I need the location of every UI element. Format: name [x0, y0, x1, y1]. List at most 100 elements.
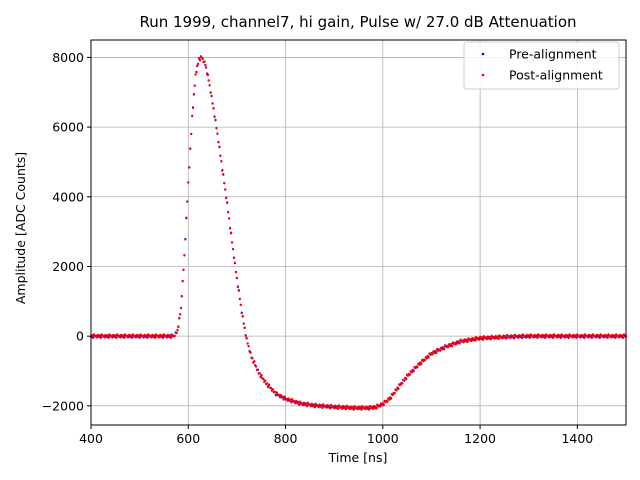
data-point [443, 344, 447, 347]
data-point [492, 335, 495, 339]
data-point [187, 181, 190, 184]
data-point [465, 338, 468, 341]
data-point [332, 405, 335, 408]
data-point [95, 336, 98, 339]
data-point [358, 407, 361, 410]
data-point [293, 400, 296, 403]
data-point [305, 405, 309, 408]
data-point [586, 336, 590, 339]
legend-marker-post-alignment [481, 73, 485, 77]
data-point [153, 334, 156, 337]
data-point [179, 306, 183, 309]
data-point [169, 336, 172, 340]
y-tick-label: 8000 [52, 50, 84, 65]
data-point [503, 336, 506, 339]
data-point [251, 357, 254, 360]
data-point [584, 333, 587, 336]
data-point [141, 334, 144, 337]
data-point [545, 333, 548, 336]
data-point [520, 337, 524, 340]
data-point [603, 333, 606, 336]
data-point [297, 400, 300, 403]
data-point [542, 335, 545, 339]
data-point [620, 335, 623, 339]
data-point [583, 336, 586, 340]
data-point [406, 374, 410, 377]
data-point [393, 392, 396, 395]
data-point [300, 402, 304, 405]
data-point [115, 336, 118, 340]
data-point [194, 73, 197, 76]
data-point [446, 346, 450, 349]
data-point [606, 336, 609, 340]
data-point [506, 333, 509, 337]
data-point [442, 346, 445, 349]
data-point [558, 334, 561, 337]
data-point [470, 339, 473, 343]
data-point [176, 328, 179, 332]
data-point [206, 73, 209, 76]
data-point [295, 399, 298, 402]
data-point [367, 405, 370, 409]
data-point [191, 106, 195, 110]
data-point [147, 333, 150, 336]
data-point [223, 182, 226, 185]
data-point [559, 336, 562, 340]
data-point [490, 334, 493, 337]
data-point [524, 336, 527, 339]
data-point [177, 325, 180, 329]
data-point [575, 336, 578, 340]
data-point [264, 379, 267, 382]
data-point [395, 389, 398, 392]
data-point [165, 336, 168, 339]
data-point [217, 141, 220, 144]
data-point [587, 333, 591, 336]
data-point [201, 57, 204, 60]
data-point [104, 333, 107, 336]
data-point [368, 408, 371, 411]
data-point [220, 159, 223, 163]
data-point [350, 407, 353, 410]
data-point [328, 404, 331, 407]
data-point [228, 217, 231, 220]
data-point [274, 394, 277, 397]
data-point [278, 395, 281, 399]
data-point [615, 333, 618, 336]
data-point [511, 336, 514, 339]
data-point [99, 336, 102, 340]
series-post-alignment [89, 55, 628, 411]
data-point [436, 347, 439, 351]
data-point [439, 349, 442, 352]
data-point [102, 334, 105, 337]
data-point [528, 336, 531, 340]
data-point [342, 407, 346, 410]
data-point [184, 238, 187, 241]
data-point [467, 337, 470, 340]
data-point [341, 404, 345, 408]
data-point [279, 393, 282, 397]
data-point [517, 333, 521, 337]
data-point [182, 268, 185, 272]
data-point [326, 403, 329, 407]
data-point [487, 337, 490, 340]
data-point [540, 336, 543, 339]
data-point [481, 338, 485, 341]
data-point [142, 336, 145, 339]
data-point [535, 334, 538, 337]
data-point [551, 336, 555, 340]
data-point [313, 406, 316, 409]
data-point [253, 360, 256, 363]
data-point [226, 201, 229, 204]
data-point [112, 333, 115, 336]
data-point [459, 338, 462, 341]
data-point [532, 336, 535, 339]
data-point [316, 404, 319, 407]
data-point [489, 338, 492, 341]
data-point [589, 334, 593, 337]
data-point [327, 406, 330, 409]
data-point [232, 256, 236, 260]
data-point [265, 382, 269, 385]
legend-label-pre-alignment: Pre-alignment [509, 47, 597, 62]
data-point [602, 336, 605, 339]
